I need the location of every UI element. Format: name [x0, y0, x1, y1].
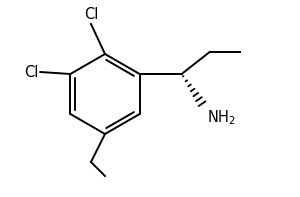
Text: Cl: Cl — [84, 7, 98, 22]
Text: Cl: Cl — [24, 64, 38, 80]
Text: NH$_2$: NH$_2$ — [207, 108, 236, 127]
